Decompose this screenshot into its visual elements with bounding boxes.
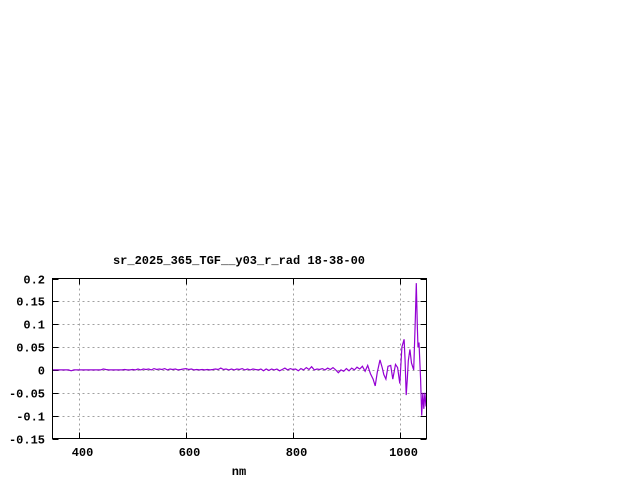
series-layer xyxy=(52,283,427,416)
chart-title: sr_2025_365_TGF__y03_r_rad 18-38-00 xyxy=(113,254,365,268)
x-tick-label: 600 xyxy=(179,446,201,460)
y-tick-label: 0.15 xyxy=(16,296,45,310)
y-tick-label: -0.1 xyxy=(16,411,45,425)
x-tick-label: 800 xyxy=(286,446,308,460)
axis-ticks: -0.15 -0.1 -0.05 0 0.05 0.1 0.15 0.2 400 600 800 10… xyxy=(9,274,427,460)
x-axis-label: nm xyxy=(232,465,246,479)
series-line xyxy=(52,283,427,416)
y-tick-label: 0.05 xyxy=(16,342,45,356)
x-tick-label: 1000 xyxy=(389,446,418,460)
y-tick-label: 0.1 xyxy=(23,319,45,333)
y-tick-label: -0.15 xyxy=(9,434,45,448)
y-tick-label: 0 xyxy=(38,365,45,379)
plot-frame xyxy=(52,278,427,439)
y-tick-label: -0.05 xyxy=(9,388,45,402)
y-tick-label: 0.2 xyxy=(23,274,45,288)
x-tick-label: 400 xyxy=(72,446,94,460)
grid xyxy=(52,278,427,439)
